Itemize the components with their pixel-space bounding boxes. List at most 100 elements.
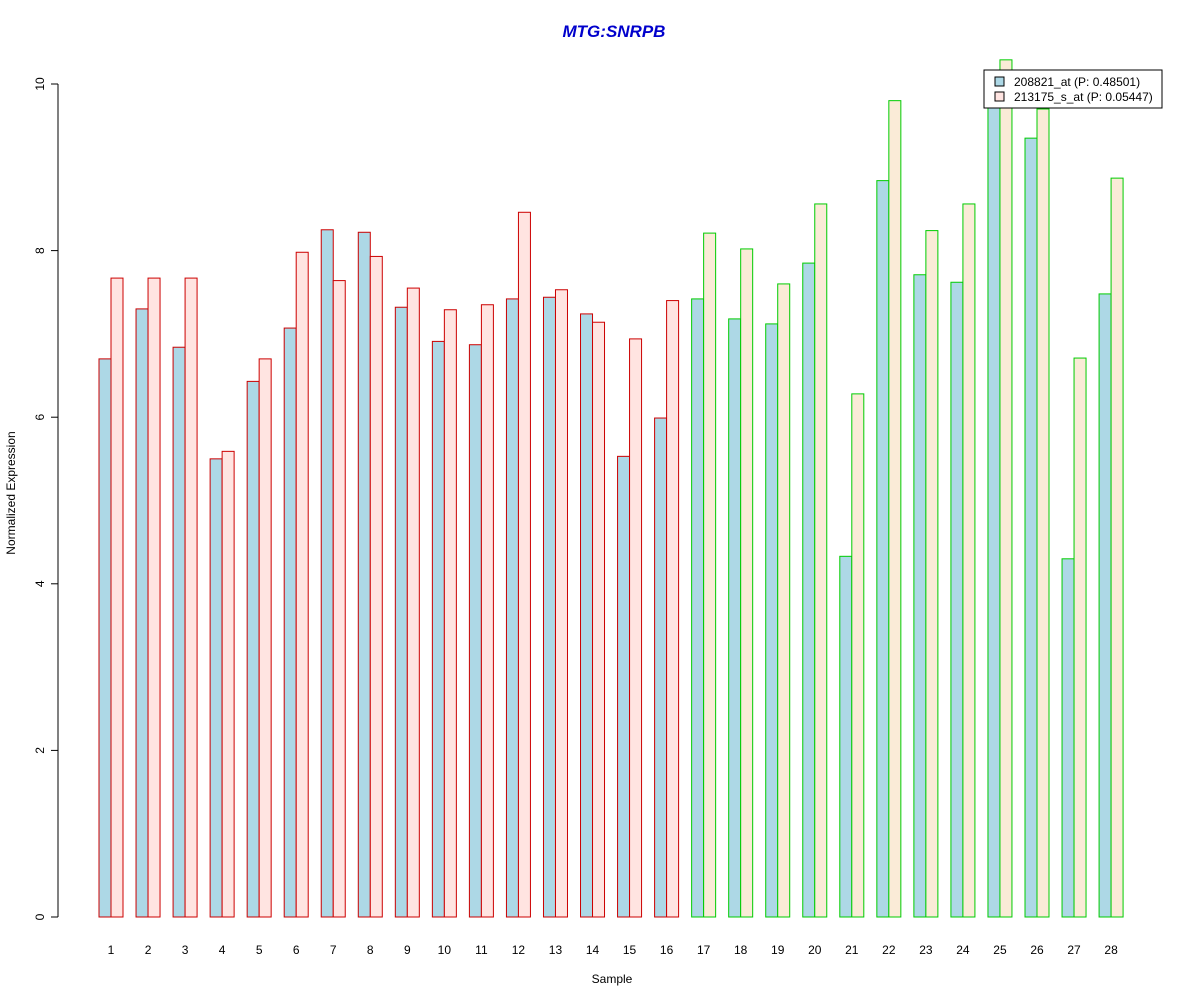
bar-213175-s-at-sample-16 [666, 300, 680, 918]
bar-208821-at-sample-6 [283, 327, 297, 918]
bar-213175-s-at-sample-17 [703, 232, 717, 918]
x-tick-label: 14 [586, 943, 600, 957]
x-tick-label: 8 [367, 943, 374, 957]
legend: 208821_at (P: 0.48501) 213175_s_at (P: 0… [983, 69, 1163, 109]
bar-208821-at-sample-24 [950, 281, 964, 918]
x-tick-label: 3 [182, 943, 189, 957]
x-tick-label: 20 [808, 943, 822, 957]
y-tick-label: 2 [33, 747, 47, 754]
bar-208821-at-sample-28 [1098, 293, 1112, 918]
x-tick-label: 28 [1104, 943, 1118, 957]
bar-213175-s-at-sample-26 [1036, 108, 1050, 918]
bar-213175-s-at-sample-18 [740, 248, 754, 918]
bar-213175-s-at-sample-5 [258, 358, 272, 918]
y-tick-label: 4 [33, 580, 47, 587]
bar-208821-at-sample-7 [320, 229, 334, 918]
bar-213175-s-at-sample-24 [962, 203, 976, 918]
x-tick-label: 26 [1030, 943, 1044, 957]
x-tick-label: 11 [475, 943, 488, 957]
x-tick-label: 27 [1067, 943, 1081, 957]
bar-208821-at-sample-9 [394, 306, 408, 918]
bar-208821-at-sample-21 [839, 555, 853, 918]
x-axis-tick-labels: 1 2 3 4 5 6 7 8 9 10 11 12 13 14 15 16 17 18 19 20 21 22 23 24 2… [108, 943, 1118, 957]
y-tick-label: 8 [33, 247, 47, 254]
x-tick-label: 18 [734, 943, 748, 957]
bar-208821-at-sample-8 [357, 231, 371, 918]
bar-213175-s-at-sample-21 [851, 393, 865, 918]
bar-213175-s-at-sample-14 [592, 321, 606, 918]
bar-208821-at-sample-27 [1061, 558, 1075, 918]
bar-213175-s-at-sample-9 [406, 287, 420, 918]
bar-213175-s-at-sample-20 [814, 203, 828, 918]
x-tick-label: 4 [219, 943, 226, 957]
x-axis-label: Sample [592, 972, 633, 986]
bar-208821-at-sample-20 [802, 262, 816, 918]
y-tick-label: 6 [33, 414, 47, 421]
bar-213175-s-at-sample-10 [443, 309, 457, 918]
y-axis-label: Normalized Expression [4, 431, 18, 554]
bar-208821-at-sample-5 [246, 380, 260, 918]
bar-213175-s-at-sample-23 [925, 230, 939, 918]
bar-208821-at-sample-4 [209, 458, 223, 918]
bar-208821-at-sample-15 [617, 455, 631, 918]
x-tick-label: 13 [549, 943, 563, 957]
bar-213175-s-at-sample-28 [1110, 177, 1124, 918]
legend-label-2: 213175_s_at (P: 0.05447) [1014, 90, 1153, 104]
bar-208821-at-sample-18 [728, 318, 742, 918]
x-tick-label: 23 [919, 943, 933, 957]
legend-box [983, 69, 1163, 109]
bar-213175-s-at-sample-7 [332, 280, 346, 918]
bar-213175-s-at-sample-27 [1073, 357, 1087, 918]
bar-208821-at-sample-12 [505, 298, 519, 918]
bar-208821-at-sample-22 [876, 180, 890, 918]
x-tick-label: 25 [993, 943, 1007, 957]
bar-213175-s-at-sample-15 [629, 338, 643, 918]
bar-208821-at-sample-10 [431, 340, 445, 918]
x-tick-label: 5 [256, 943, 263, 957]
bar-213175-s-at-sample-4 [221, 450, 235, 918]
bar-208821-at-sample-26 [1024, 137, 1038, 918]
legend-swatch-2 [994, 91, 1005, 102]
bar-213175-s-at-sample-11 [480, 304, 494, 918]
x-tick-label: 16 [660, 943, 674, 957]
bar-213175-s-at-sample-22 [888, 100, 902, 918]
y-axis: 0 2 4 6 8 10 [33, 77, 59, 920]
bar-208821-at-sample-14 [580, 313, 594, 918]
bar-208821-at-sample-11 [468, 344, 482, 918]
bar-213175-s-at-sample-3 [184, 277, 198, 918]
bar-208821-at-sample-13 [542, 296, 556, 918]
x-tick-label: 1 [108, 943, 115, 957]
x-tick-label: 21 [845, 943, 859, 957]
bars-group [98, 59, 1124, 918]
legend-swatch-1 [994, 76, 1005, 87]
bar-208821-at-sample-19 [765, 323, 779, 918]
bar-208821-at-sample-17 [691, 298, 705, 918]
bar-208821-at-sample-2 [135, 308, 149, 918]
x-tick-label: 24 [956, 943, 970, 957]
x-tick-label: 9 [404, 943, 411, 957]
bar-208821-at-sample-16 [654, 417, 668, 918]
x-tick-label: 22 [882, 943, 896, 957]
bar-213175-s-at-sample-25 [999, 59, 1013, 918]
x-tick-label: 12 [512, 943, 526, 957]
bar-213175-s-at-sample-19 [777, 283, 791, 918]
bar-213175-s-at-sample-8 [369, 255, 383, 918]
bar-213175-s-at-sample-6 [295, 251, 309, 918]
x-tick-label: 6 [293, 943, 300, 957]
x-tick-label: 2 [145, 943, 152, 957]
x-tick-label: 10 [438, 943, 452, 957]
chart-title: MTG:SNRPB [563, 22, 666, 41]
bar-208821-at-sample-23 [913, 274, 927, 918]
bar-213175-s-at-sample-1 [110, 277, 124, 918]
legend-label-1: 208821_at (P: 0.48501) [1014, 75, 1140, 89]
bar-213175-s-at-sample-2 [147, 277, 161, 918]
bar-213175-s-at-sample-13 [554, 289, 568, 918]
x-tick-label: 7 [330, 943, 337, 957]
bar-213175-s-at-sample-12 [517, 211, 531, 918]
bar-208821-at-sample-1 [98, 358, 112, 918]
bar-208821-at-sample-3 [172, 346, 186, 918]
y-tick-label: 0 [33, 913, 47, 920]
x-tick-label: 17 [697, 943, 711, 957]
x-tick-label: 19 [771, 943, 785, 957]
